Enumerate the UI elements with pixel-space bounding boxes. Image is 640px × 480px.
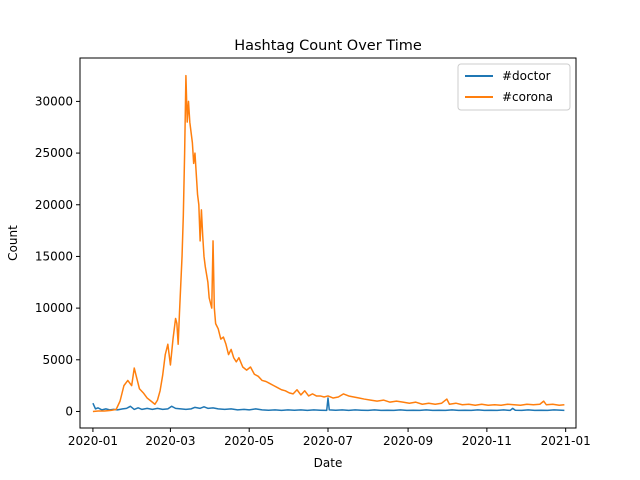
x-axis-label: Date — [314, 456, 343, 470]
y-tick-label: 30000 — [35, 94, 73, 108]
y-axis: 0 5000 10000 15000 20000 25000 30000 — [35, 94, 80, 418]
x-tick-label: 2020-05 — [224, 434, 274, 448]
series-layer — [92, 74, 565, 413]
x-tick-label: 2020-03 — [145, 434, 195, 448]
x-tick-label: 2020-01 — [68, 434, 118, 448]
y-tick-label: 20000 — [35, 198, 73, 212]
x-tick-label: 2021-01 — [541, 434, 591, 448]
x-axis: 2020-01 2020-03 2020-05 2020-07 2020-09 2020-… — [68, 428, 591, 448]
y-tick-label: 5000 — [42, 353, 73, 367]
legend: #doctor #corona — [457, 63, 571, 111]
y-tick-label: 15000 — [35, 249, 73, 263]
legend-label-doctor: #doctor — [502, 69, 551, 83]
chart-title: Hashtag Count Over Time — [234, 38, 422, 54]
series-line-corona — [92, 74, 565, 413]
x-tick-label: 2020-11 — [462, 434, 512, 448]
y-tick-label: 25000 — [35, 146, 73, 160]
series-line-doctor — [92, 397, 565, 412]
y-tick-label: 10000 — [35, 301, 73, 315]
legend-label-corona: #corona — [502, 90, 553, 104]
x-tick-label: 2020-09 — [383, 434, 433, 448]
x-tick-label: 2020-07 — [303, 434, 353, 448]
y-tick-label: 0 — [65, 404, 73, 418]
y-axis-label: Count — [6, 225, 20, 261]
